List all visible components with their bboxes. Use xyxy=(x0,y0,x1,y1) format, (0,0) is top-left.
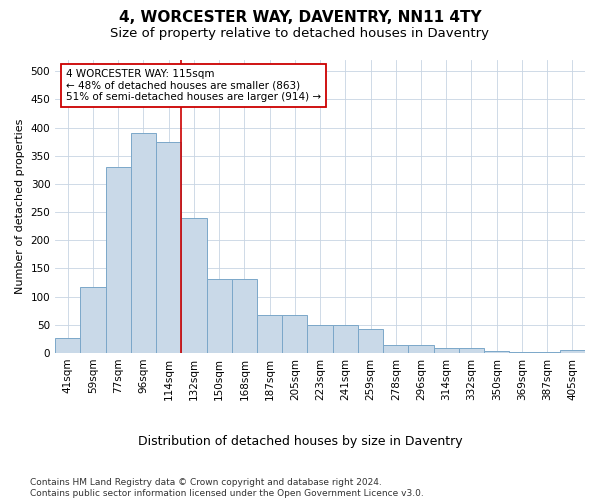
Y-axis label: Number of detached properties: Number of detached properties xyxy=(15,119,25,294)
Bar xyxy=(80,286,106,353)
Bar xyxy=(434,348,459,353)
Bar xyxy=(358,330,383,353)
Bar xyxy=(257,314,282,353)
Bar xyxy=(459,348,484,353)
Bar xyxy=(106,167,131,353)
Bar xyxy=(535,352,560,353)
Bar xyxy=(484,351,509,353)
Bar xyxy=(332,325,358,353)
Bar xyxy=(131,134,156,353)
Text: 4, WORCESTER WAY, DAVENTRY, NN11 4TY: 4, WORCESTER WAY, DAVENTRY, NN11 4TY xyxy=(119,10,481,25)
Bar xyxy=(232,278,257,353)
Bar xyxy=(307,325,332,353)
Text: Size of property relative to detached houses in Daventry: Size of property relative to detached ho… xyxy=(110,28,490,40)
Text: 4 WORCESTER WAY: 115sqm
← 48% of detached houses are smaller (863)
51% of semi-d: 4 WORCESTER WAY: 115sqm ← 48% of detache… xyxy=(66,69,321,102)
Bar xyxy=(206,278,232,353)
Bar xyxy=(156,142,181,353)
Bar xyxy=(560,350,585,353)
Bar xyxy=(409,344,434,353)
Bar xyxy=(383,344,409,353)
Text: Distribution of detached houses by size in Daventry: Distribution of detached houses by size … xyxy=(137,435,463,448)
Text: Contains HM Land Registry data © Crown copyright and database right 2024.
Contai: Contains HM Land Registry data © Crown c… xyxy=(30,478,424,498)
Bar xyxy=(55,338,80,353)
Bar xyxy=(282,314,307,353)
Bar xyxy=(181,218,206,353)
Bar xyxy=(509,352,535,353)
